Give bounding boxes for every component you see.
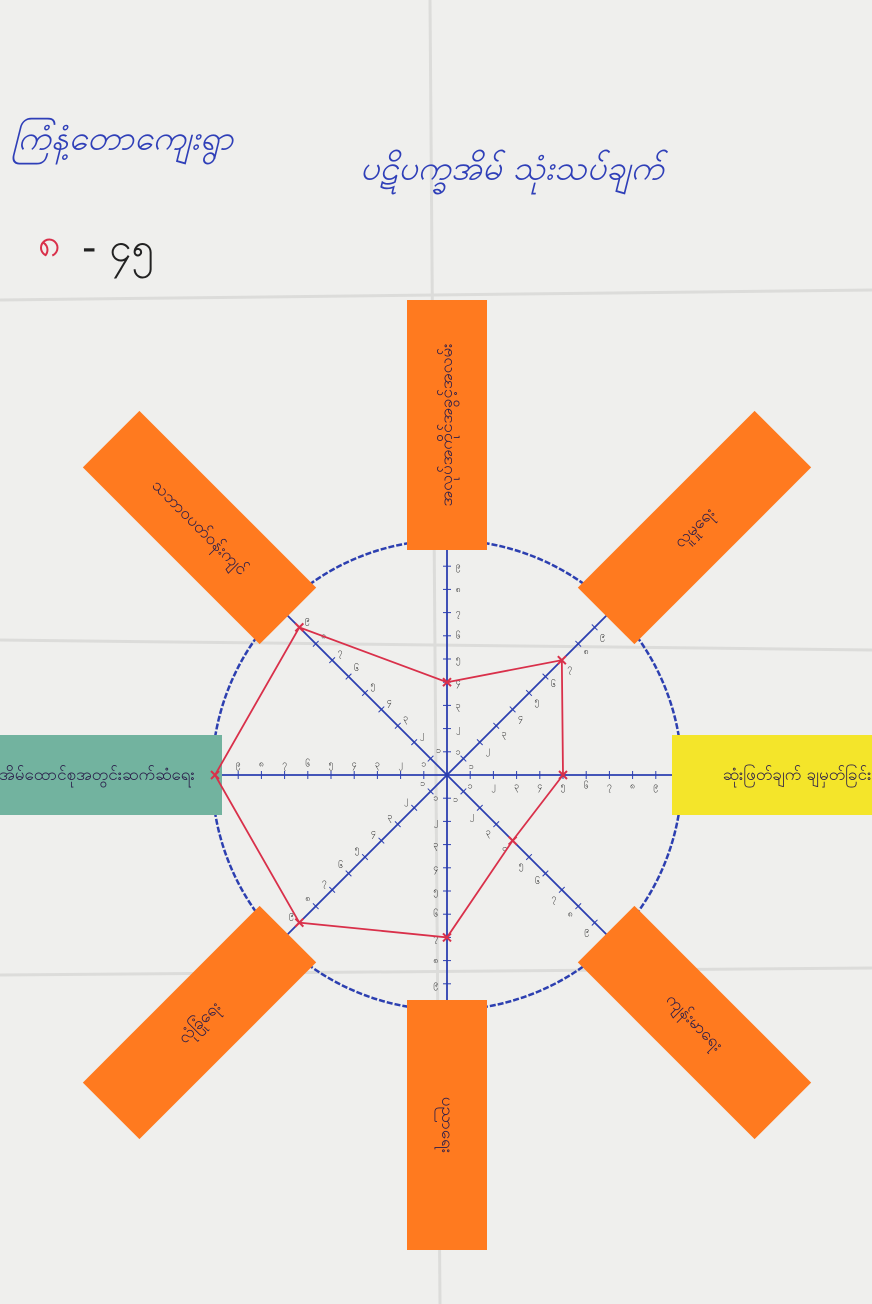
- tick-label: ၁: [468, 782, 473, 792]
- tick-label: ၆: [354, 663, 359, 674]
- tick-label: ၇: [607, 782, 612, 793]
- tick-label: ၂: [398, 759, 402, 770]
- tick-label: ၅: [355, 845, 360, 856]
- code-suffix: - ၄၅: [82, 225, 154, 279]
- tick-label: ၅: [560, 782, 565, 793]
- tick-label: ၇: [322, 877, 327, 888]
- tick-label: ၄: [518, 713, 523, 724]
- tick-label: ၂: [470, 811, 474, 822]
- tick-label: ၄: [352, 759, 357, 770]
- tick-label: ၉: [653, 782, 658, 793]
- tick-label: ၃: [375, 759, 380, 770]
- tick-label: ၃: [433, 840, 438, 851]
- tick-label: ၇: [567, 664, 572, 675]
- tick-label: ၇: [338, 648, 343, 659]
- tick-label: ၉: [236, 759, 241, 770]
- tick-label: ၆: [338, 860, 343, 871]
- tick-label: ၂: [456, 724, 460, 735]
- chart-subtitle: ပဋိပက္ခအိမ် သုံးသပ်ချက်: [360, 149, 669, 195]
- tick-label: ၆: [535, 876, 540, 887]
- tick-label: ၁: [421, 759, 426, 769]
- chart-title: ကြံနံ့တောကျေးရွာ: [12, 118, 234, 165]
- code-prefix: ၈: [38, 220, 61, 266]
- tick-label: ၇: [456, 608, 461, 619]
- tick-label: ၃: [514, 782, 519, 793]
- tick-label: ၁: [469, 762, 474, 772]
- tick-label: ၁: [436, 746, 441, 756]
- tick-label: ၃: [387, 812, 392, 823]
- tick-label: ၃: [456, 701, 461, 712]
- category-label: ပညာရေး: [434, 1097, 457, 1153]
- tick-label: ၈: [305, 894, 310, 904]
- tick-label: ၂: [434, 817, 438, 828]
- tick-label: ၄: [371, 828, 376, 839]
- tick-label: ၅: [328, 759, 333, 770]
- tick-label: ၅: [456, 655, 461, 666]
- tick-label: ၆: [551, 679, 556, 690]
- tick-label: ၉: [433, 979, 438, 990]
- category-label: အိမ်ထောင်စုအတွင်းဆက်ဆံရေး: [0, 765, 195, 788]
- tick-label: ၅: [534, 696, 539, 707]
- tick-label: ၄: [387, 697, 392, 708]
- tick-label: ၄: [537, 782, 542, 793]
- tick-label: ၂: [404, 795, 408, 806]
- tick-label: ၇: [282, 759, 287, 770]
- tick-label: ၅: [519, 860, 524, 871]
- tick-label: ၉: [456, 562, 461, 573]
- tick-label: ၄: [433, 863, 438, 874]
- tick-label: ၆: [305, 758, 310, 769]
- category-label: အလုပ်အကိုင်အခွင့်အလမ်း: [437, 343, 460, 506]
- tick-label: ၁: [433, 794, 438, 804]
- tick-label: ၆: [584, 781, 589, 792]
- chart: ကြံနံ့တောကျေးရွာ ပဋိပက္ခအိမ် သုံးသပ်ချက်…: [0, 0, 872, 1304]
- tick-label: ၃: [403, 713, 408, 724]
- tick-label: ၂: [491, 782, 495, 793]
- tick-label: ၉: [305, 615, 310, 626]
- tick-label: ၈: [584, 647, 589, 657]
- category-label: ဆုံးဖြတ်ချက် ချမှတ်ခြင်း: [723, 763, 872, 788]
- category-note: ဆုံးဖြတ်ချက် ချမှတ်ခြင်း: [672, 735, 872, 815]
- category-note: ပညာရေး: [407, 1000, 487, 1250]
- tick-label: ၉: [600, 631, 605, 642]
- tick-label: ၅: [370, 681, 375, 692]
- tick-label: ၈: [568, 910, 573, 920]
- category-note: အိမ်ထောင်စုအတွင်းဆက်ဆံရေး: [0, 735, 222, 815]
- tick-label: ၇: [433, 933, 438, 944]
- tick-label: ၈: [433, 956, 438, 966]
- tick-label: ၂: [486, 746, 490, 757]
- tick-label: ၈: [630, 782, 635, 792]
- tick-label: ၁: [420, 779, 425, 789]
- tick-label: ၈: [456, 585, 461, 595]
- category-note: အလုပ်အကိုင်အခွင့်အလမ်း: [407, 300, 487, 550]
- tick-label: ၆: [456, 630, 461, 641]
- tick-label: ၈: [259, 759, 264, 769]
- tick-label: ၃: [502, 729, 507, 740]
- tick-label: ၁: [456, 747, 461, 757]
- tick-label: ၂: [420, 730, 424, 741]
- tick-label: ၇: [551, 893, 556, 904]
- tick-label: ၃: [486, 828, 491, 839]
- tick-label: ၉: [584, 926, 589, 937]
- tick-label: ၁: [453, 795, 458, 805]
- tick-label: ၅: [433, 887, 438, 898]
- tick-label: ၆: [433, 909, 438, 920]
